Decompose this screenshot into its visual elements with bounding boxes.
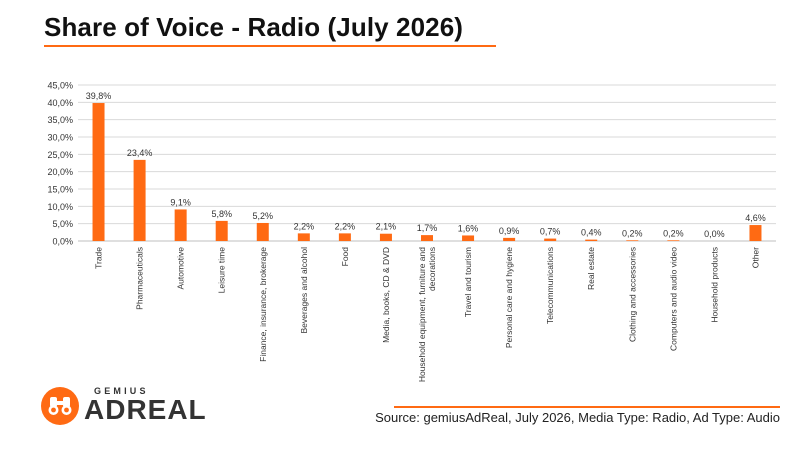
source-note: Source: gemiusAdReal, July 2026, Media T… xyxy=(375,410,780,425)
data-label: 9,1% xyxy=(170,197,191,207)
data-label: 4,6% xyxy=(745,213,766,223)
x-tick-label: Travel and tourism xyxy=(463,247,473,317)
y-tick-label: 15,0% xyxy=(47,185,73,195)
bar xyxy=(749,225,762,241)
logo-product-text: ADREAL xyxy=(84,394,207,425)
svg-text:Real estate: Real estate xyxy=(586,247,596,290)
x-tick-label: Leisure time xyxy=(217,247,227,294)
x-tick-label: Household products xyxy=(709,247,719,323)
svg-text:Travel and tourism: Travel and tourism xyxy=(463,247,473,317)
data-label: 0,9% xyxy=(499,226,520,236)
x-tick-label: Beverages and alcohol xyxy=(299,247,309,334)
y-tick-label: 0,0% xyxy=(52,237,73,247)
bars xyxy=(92,103,762,241)
data-label: 5,2% xyxy=(253,211,274,221)
y-tick-label: 45,0% xyxy=(47,81,73,91)
svg-text:Computers and audio video: Computers and audio video xyxy=(668,247,678,351)
x-tick-label: Automotive xyxy=(176,247,186,290)
bar xyxy=(215,220,228,241)
y-tick-label: 30,0% xyxy=(47,133,73,143)
bar xyxy=(503,237,516,241)
bar-chart: 0,0% 5,0% 10,0% 15,0% 20,0% 25,0% 30,0% 35,0% 40… xyxy=(47,81,776,382)
data-label: 0,2% xyxy=(622,228,643,238)
data-label: 2,2% xyxy=(294,221,315,231)
logo-brand-text: GEMIUS xyxy=(94,386,149,396)
data-label: 0,0% xyxy=(704,229,725,239)
bar xyxy=(379,233,392,241)
gemius-adreal-logo: GEMIUS ADREAL xyxy=(40,386,206,432)
data-label: 2,2% xyxy=(335,221,356,231)
x-tick-label: Telecommunications xyxy=(545,247,555,324)
bar xyxy=(133,159,146,241)
x-tick-label: Clothing and accessories xyxy=(627,247,637,342)
binoculars-icon xyxy=(41,387,79,425)
data-label: 2,1% xyxy=(376,222,397,232)
bar xyxy=(92,103,105,241)
bar xyxy=(256,222,269,241)
data-label: 1,7% xyxy=(417,223,438,233)
x-tick-label: Computers and audio video xyxy=(668,247,678,351)
x-tick-label: Personal care and hygiene xyxy=(504,247,514,348)
svg-text:Other: Other xyxy=(750,247,760,268)
bar xyxy=(585,239,598,241)
y-tick-label: 20,0% xyxy=(47,167,73,177)
svg-text:decorations: decorations xyxy=(427,247,437,291)
bar xyxy=(667,240,680,241)
bar xyxy=(174,209,187,241)
bar xyxy=(544,238,557,241)
x-tick-label: Media, books, CD & DVD xyxy=(381,247,391,343)
bar xyxy=(297,233,310,241)
svg-text:Trade: Trade xyxy=(94,247,104,269)
x-tick-label: Food xyxy=(340,247,350,267)
data-label: 1,6% xyxy=(458,223,479,233)
svg-text:Clothing and accessories: Clothing and accessories xyxy=(627,247,637,342)
bar xyxy=(338,233,351,241)
y-tick-label: 25,0% xyxy=(47,150,73,160)
bar xyxy=(462,235,475,241)
bar xyxy=(421,235,433,241)
svg-text:Finance, insurance, brokerage: Finance, insurance, brokerage xyxy=(258,247,268,362)
y-tick-label: 5,0% xyxy=(52,219,73,229)
x-tick-label: Pharmaceuticals xyxy=(135,247,145,310)
svg-text:Household equipment, furniture: Household equipment, furniture and xyxy=(417,247,427,382)
source-rule xyxy=(394,406,780,408)
data-label: 5,8% xyxy=(211,209,232,219)
svg-text:Media, books, CD & DVD: Media, books, CD & DVD xyxy=(381,247,391,343)
data-label: 0,7% xyxy=(540,227,561,237)
svg-text:Personal care and hygiene: Personal care and hygiene xyxy=(504,247,514,348)
data-label: 39,8% xyxy=(86,91,112,101)
bar xyxy=(626,240,639,241)
title-underline xyxy=(44,45,496,47)
chart-title: Share of Voice - Radio (July 2026) xyxy=(44,12,464,42)
svg-text:Food: Food xyxy=(340,247,350,267)
svg-text:Beverages and alcohol: Beverages and alcohol xyxy=(299,247,309,334)
x-tick-label: Finance, insurance, brokerage xyxy=(258,247,268,362)
svg-text:Automotive: Automotive xyxy=(176,247,186,290)
data-label: 23,4% xyxy=(127,148,153,158)
svg-text:Leisure time: Leisure time xyxy=(217,247,227,294)
x-axis-tick-labels: Trade Pharmaceuticals Automotive Leisure ti… xyxy=(94,247,761,382)
x-tick-label: Trade xyxy=(94,247,104,269)
y-tick-label: 10,0% xyxy=(47,202,73,212)
x-tick-label: Real estate xyxy=(586,247,596,290)
svg-text:Telecommunications: Telecommunications xyxy=(545,247,555,324)
x-tick-label: Other xyxy=(750,247,760,268)
x-tick-label: Household equipment, furniture and decora… xyxy=(417,247,437,382)
y-axis-tick-labels: 0,0% 5,0% 10,0% 15,0% 20,0% 25,0% 30,0% 35,0% 40… xyxy=(47,81,73,247)
data-labels: 39,8% 23,4% 9,1% 5,8% 5,2% 2,2% 2,2% 2,1% 1,7% 1,… xyxy=(86,91,766,239)
y-tick-label: 35,0% xyxy=(47,115,73,125)
gridlines xyxy=(78,84,776,242)
y-tick-label: 40,0% xyxy=(47,98,73,108)
data-label: 0,2% xyxy=(663,228,684,238)
data-label: 0,4% xyxy=(581,228,602,238)
svg-text:Pharmaceuticals: Pharmaceuticals xyxy=(135,247,145,310)
svg-text:Household products: Household products xyxy=(709,247,719,323)
